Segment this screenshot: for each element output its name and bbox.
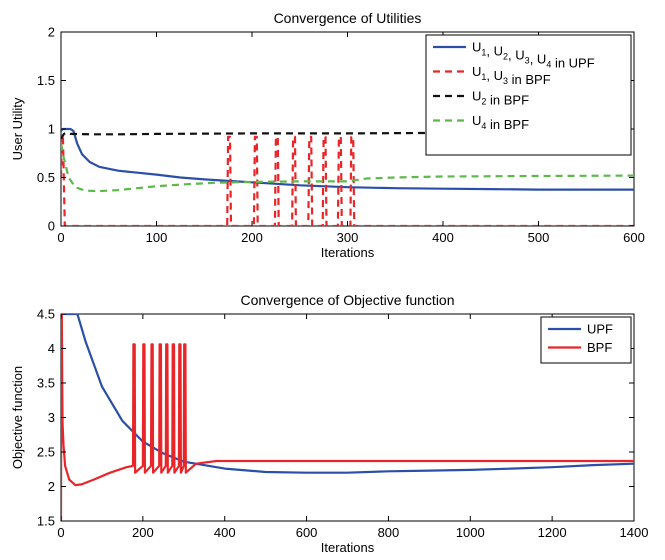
y-tick-label: 1.5	[37, 73, 55, 88]
plot-area	[60, 313, 635, 522]
legend: UPF BPF	[540, 316, 632, 364]
legend-label: U1, U3 in BPF	[472, 64, 551, 87]
x-tick-label: 100	[146, 230, 168, 245]
y-tick-label: 0.5	[37, 170, 55, 185]
legend-box	[540, 316, 632, 364]
legend-label: U4 in BPF	[472, 113, 529, 132]
x-tick-label: 300	[337, 230, 359, 245]
y-axis-label: Objective function	[10, 366, 25, 469]
y-tick-label: 4	[48, 341, 55, 356]
y-axis-label: User Utility	[10, 97, 25, 160]
x-tick-label: 600	[623, 230, 645, 245]
chart-title: Convergence of Utilities	[274, 10, 422, 26]
y-tick-label: 4.5	[37, 307, 55, 322]
x-tick-label: 400	[432, 230, 454, 245]
y-tick-label: 0	[48, 219, 55, 234]
legend-label: U2 in BPF	[472, 89, 529, 108]
chart-2: 0 200 400 600 800 1000 1200 1400 1.5 2 2.5 3 3.5 4 4.5…	[10, 292, 648, 555]
x-tick-label: 200	[241, 230, 263, 245]
x-tick-label: 1400	[620, 525, 649, 540]
chart-title: Convergence of Objective function	[240, 292, 454, 308]
series-line-1	[61, 314, 634, 474]
legend-label: U1, U2, U3, U4 in UPF	[472, 40, 595, 71]
y-tick-label: 2.5	[37, 445, 55, 460]
x-tick-label: 1000	[456, 525, 485, 540]
y-tick-label: 1	[48, 122, 55, 137]
x-tick-label: 200	[132, 525, 154, 540]
y-tick-label: 3.5	[37, 376, 55, 391]
series-line-4	[61, 143, 634, 193]
x-tick-label: 0	[57, 230, 64, 245]
series-group	[61, 314, 634, 521]
legend-label: UPF	[587, 322, 613, 337]
y-tick-label: 2	[48, 25, 55, 40]
x-tick-label: 500	[528, 230, 550, 245]
x-tick-label: 1200	[538, 525, 567, 540]
chart-1: 0 100 200 300 400 500 600 0 0.5 1 1.5 2 Convergence …	[10, 10, 645, 260]
legend-label: BPF	[587, 340, 612, 355]
x-tick-label: 400	[214, 525, 236, 540]
x-tick-label: 0	[57, 525, 64, 540]
series-line-2	[61, 314, 634, 521]
y-tick-label: 2	[48, 479, 55, 494]
x-tick-label: 600	[296, 525, 318, 540]
y-tick-label: 3	[48, 410, 55, 425]
x-axis-label: Iterations	[321, 540, 375, 555]
x-tick-label: 800	[378, 525, 400, 540]
y-tick-label: 1.5	[37, 514, 55, 529]
series-line-1	[61, 127, 634, 191]
x-axis-label: Iterations	[321, 245, 375, 260]
series-line-2	[61, 132, 634, 226]
